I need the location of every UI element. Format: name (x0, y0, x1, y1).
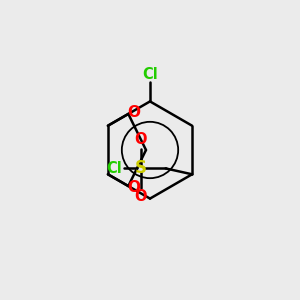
Text: S: S (134, 159, 146, 177)
Text: Cl: Cl (142, 67, 158, 82)
Text: O: O (134, 132, 147, 147)
Text: O: O (134, 190, 147, 205)
Text: O: O (127, 105, 140, 120)
Text: Cl: Cl (106, 161, 122, 176)
Text: O: O (127, 180, 140, 195)
